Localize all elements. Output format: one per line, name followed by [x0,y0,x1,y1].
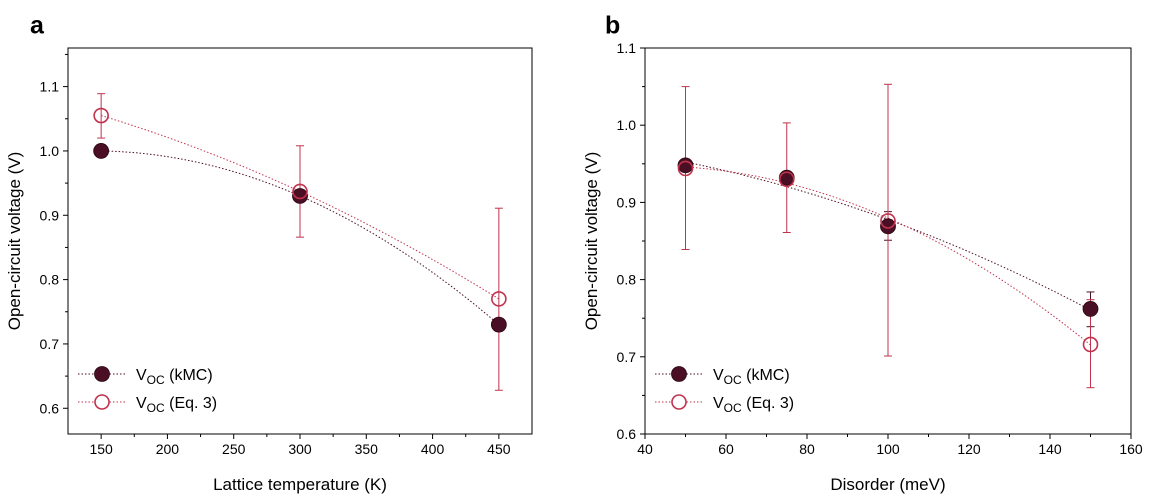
y-tick-label: 0.6 [617,426,637,442]
chart-panel-b: b 40 60 80 100 120 140 160 0.6 0.7 0.8 0.9 1.0 1.1 Dis… [582,12,1143,494]
legend-label-main: V [136,367,147,384]
legend-label: VOC (Eq. 3) [136,395,217,415]
x-tick-label: 200 [156,441,180,457]
x-tick-label: 400 [421,441,445,457]
legend-label-suffix: (Eq. 3) [742,395,794,412]
x-tick-label: 100 [876,441,900,457]
fit-curve-series-0 [101,150,500,326]
legend-label: VOC (Eq. 3) [713,395,794,415]
legend-label-suffix: (kMC) [742,367,790,384]
data-point-series-1 [1082,336,1099,353]
y-tick-label: 0.6 [40,400,60,416]
y-tick-label: 0.8 [40,272,60,288]
data-point-series-0 [677,157,694,174]
x-tick-label: 60 [718,441,734,457]
y-tick-label: 1.1 [617,40,637,56]
x-axis-label: Lattice temperature (K) [213,475,387,494]
y-tick-label: 0.8 [617,272,637,288]
y-tick-label: 0.7 [40,336,60,352]
chart-panel-a: a 150 200 250 300 350 400 450 0.6 0.7 0.8 0.9 1.0 1.1… [5,12,533,494]
y-tick-label: 1.0 [40,143,60,159]
data-point-series-0 [292,188,308,204]
legend-label: VOC (kMC) [713,367,790,387]
error-bar [494,207,503,391]
data-point-series-1 [93,107,109,124]
x-tick-label: 40 [637,441,653,457]
y-axis-label: Open-circuit voltage (V) [5,152,24,331]
x-tick-label: 250 [222,441,246,457]
y-tick-label: 0.9 [40,207,60,223]
legend-marker [671,366,687,382]
legend-label-subscript: OC [147,373,165,387]
legend-marker [94,366,110,382]
x-tick-label: 300 [288,441,312,457]
x-axis-label: Disorder (meV) [830,475,945,494]
legend-label-main: V [713,367,724,384]
data-point-series-0 [490,316,507,333]
x-tick-label: 150 [89,441,113,457]
legend: VOC (kMC)VOC (Eq. 3) [78,366,217,415]
data-point-series-1 [292,183,308,200]
data-point-series-1 [677,160,694,177]
y-tick-label: 1.0 [617,117,637,133]
legend-label-main: V [713,395,724,412]
legend-marker [671,394,687,410]
data-point-series-1 [491,291,507,307]
y-tick-label: 0.9 [617,194,637,210]
fit-curve-series-1 [685,166,1091,346]
x-tick-label: 80 [799,441,815,457]
legend-label-suffix: (kMC) [165,367,213,384]
panel-letter: b [605,12,620,40]
legend-marker [94,394,110,410]
legend-label-main: V [136,395,147,412]
y-tick-label: 0.7 [617,349,637,365]
y-tick-label: 1.1 [40,79,60,95]
legend: VOC (kMC)VOC (Eq. 3) [655,366,794,415]
x-tick-label: 160 [1119,441,1143,457]
x-tick-label: 450 [487,441,511,457]
legend-label-subscript: OC [147,401,165,415]
x-tick-label: 350 [355,441,379,457]
x-tick-label: 140 [1038,441,1062,457]
x-tick-label: 120 [957,441,981,457]
data-point-series-1 [778,171,795,188]
panel-letter: a [30,12,45,40]
data-point-series-1 [880,213,896,229]
y-axis-label: Open-circuit voltage (V) [582,152,601,331]
legend-label-suffix: (Eq. 3) [165,395,217,412]
legend-label-subscript: OC [724,373,742,387]
error-bar [97,93,106,139]
data-point-series-0 [1082,301,1099,317]
legend-label: VOC (kMC) [136,367,213,387]
data-point-series-0 [93,143,110,159]
data-point-series-0 [880,218,896,235]
legend-label-subscript: OC [724,401,742,415]
